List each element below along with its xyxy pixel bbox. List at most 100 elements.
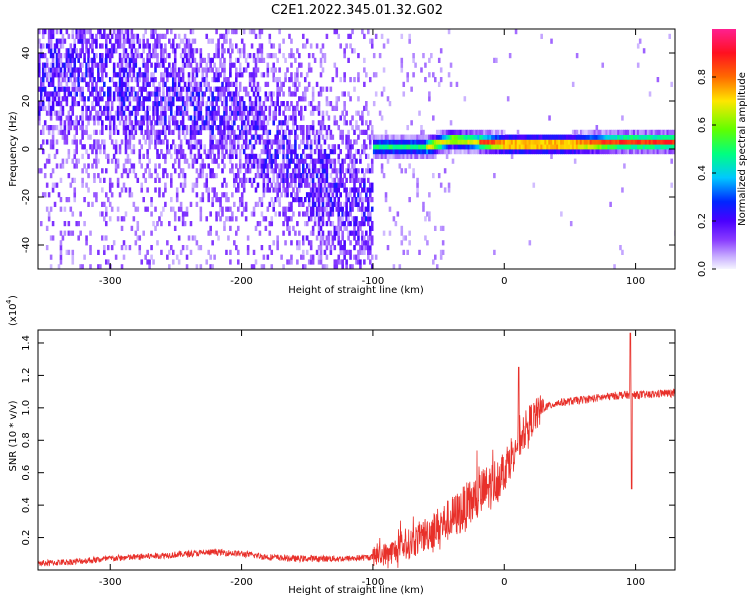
spectrogram-cell [644, 149, 648, 155]
spectrogram-cell [629, 129, 632, 135]
spectrogram-cell [63, 120, 67, 126]
spectrogram-cell [368, 211, 372, 217]
spectrogram-cell [520, 139, 524, 145]
spectrogram-cell [581, 139, 585, 145]
spectrogram-cell [162, 139, 165, 145]
spectrogram-cell [658, 149, 662, 155]
spectrogram-cell [359, 158, 362, 164]
spectrogram-cell [189, 81, 193, 87]
spectrogram-cell [524, 139, 528, 145]
spectrogram-cell [197, 139, 201, 145]
spectrogram-cell [49, 29, 53, 35]
spectrogram-cell [183, 110, 187, 116]
spectrogram-cell [575, 53, 579, 59]
spectrogram-cell [240, 144, 244, 150]
spectrogram-cell [587, 134, 591, 140]
spectrogram-cell [296, 221, 299, 227]
spectrogram-cell [290, 201, 293, 207]
spectrogram-cell [254, 120, 258, 126]
spectrogram-cell [475, 144, 478, 150]
spectrogram-cell [108, 177, 112, 183]
spectrogram-cell [445, 153, 449, 159]
spectrogram-cell [311, 125, 315, 131]
spectrogram-cell [493, 249, 496, 255]
spectrogram-cell [380, 163, 384, 169]
spectrogram-cell [370, 168, 374, 174]
spectrogram-cell [325, 173, 329, 179]
spectrogram-cell [410, 134, 413, 140]
spectrogram-cell [85, 67, 88, 73]
spectrogram-cell [73, 77, 77, 83]
spectrogram-cell [357, 110, 360, 116]
spectrogram-cell [363, 240, 366, 246]
spectrogram-cell [51, 221, 55, 227]
spectrogram-cell [329, 187, 333, 193]
spectrogram-cell [636, 139, 640, 145]
spectrogram-cell [162, 57, 165, 63]
spectrogram-cell [315, 43, 319, 49]
spectrogram-cell [242, 110, 246, 116]
spectrogram-cell [309, 43, 313, 49]
spectrogram-cell [158, 81, 161, 87]
spectrogram-cell [418, 139, 421, 145]
spectrogram-cell [103, 235, 106, 241]
spectrogram-cell [146, 149, 149, 155]
spectrogram-cell [534, 139, 538, 145]
spectrogram-cell [662, 139, 666, 145]
spectrogram-cell [319, 149, 323, 155]
spectrogram-cell [337, 235, 341, 241]
spectrogram-cell [607, 144, 610, 150]
spectrogram-cell [408, 38, 411, 44]
spectrogram-cell [256, 86, 260, 92]
spectrogram-cell [173, 72, 177, 78]
spectrogram-cell [229, 216, 232, 222]
spectrogram-cell [144, 77, 147, 83]
spectrogram-cell [164, 153, 167, 159]
spectrogram-cell [144, 129, 147, 135]
spectrogram-cell [122, 168, 126, 174]
spectrogram-cell [631, 134, 634, 140]
spectrogram-cell [571, 81, 575, 87]
spectrogram-cell [290, 48, 293, 54]
spectrogram-cell [87, 81, 90, 87]
spectrogram-cell [323, 206, 327, 212]
spectrogram-cell [244, 129, 248, 135]
spectrogram-cell [97, 158, 100, 164]
spectrogram-cell [286, 144, 289, 150]
spectrogram-cell [166, 149, 169, 155]
spectrogram-cell [311, 177, 315, 183]
spectrogram-cell [154, 67, 157, 73]
spectrogram-cell [43, 91, 47, 97]
spectrogram-cell [294, 182, 297, 188]
spectrogram-cell [246, 245, 250, 251]
spectrogram-cell [171, 48, 175, 54]
spectrogram-cell [286, 153, 289, 159]
spectrogram-cell [266, 254, 270, 260]
spectrogram-cell [114, 139, 118, 145]
spectrogram-cell [209, 254, 212, 260]
spectrogram-cell [120, 91, 124, 97]
spectrogram-cell [378, 110, 382, 116]
spectrogram-cell [209, 38, 212, 44]
spectrogram-cell [286, 67, 289, 73]
spectrogram-cell [359, 221, 362, 227]
spectrogram-cell [672, 144, 675, 150]
spectrogram-cell [325, 163, 329, 169]
spectrogram-cell [305, 134, 309, 140]
spectrogram-cell [103, 201, 106, 207]
spectrogram-cell [236, 259, 240, 265]
spectrogram-cell [181, 153, 185, 159]
spectrogram-cell [152, 48, 155, 54]
spectrogram-cell [154, 129, 157, 135]
spectrogram-cell [248, 168, 252, 174]
spectrogram-cell [463, 96, 467, 102]
spectrogram-cell [41, 81, 45, 87]
spectrogram-cell [625, 129, 628, 135]
spectrogram-cell [142, 81, 145, 87]
spectrogram-cell [103, 29, 106, 35]
spectrogram-cell [99, 144, 102, 150]
spectrogram-cell [331, 149, 335, 155]
spectrogram-cell [65, 115, 69, 121]
spectrogram-cell [144, 177, 147, 183]
spectrogram-cell [313, 187, 317, 193]
